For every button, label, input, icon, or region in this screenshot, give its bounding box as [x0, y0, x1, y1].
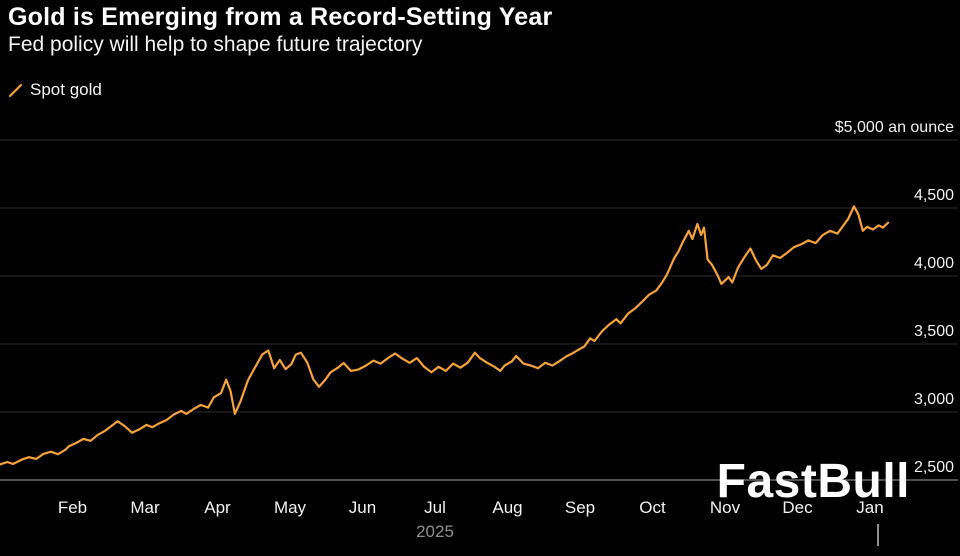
- legend-label: Spot gold: [30, 80, 102, 99]
- x-axis-label-jan: Jan: [856, 498, 883, 517]
- x-axis-label-apr: Apr: [204, 498, 231, 517]
- chart-title: Gold is Emerging from a Record-Setting Y…: [8, 3, 553, 31]
- y-axis-label-3000: 3,000: [914, 391, 954, 408]
- x-axis-label-feb: Feb: [58, 498, 87, 517]
- y-axis-label-5000: $5,000 an ounce: [835, 119, 954, 136]
- x-axis-year-label: 2025: [416, 522, 454, 541]
- x-axis-label-sep: Sep: [565, 498, 595, 517]
- x-axis-label-jun: Jun: [349, 498, 376, 517]
- y-axis-label-3500: 3,500: [914, 323, 954, 340]
- watermark-logo: FastBull: [716, 455, 910, 508]
- x-axis-label-may: May: [274, 498, 307, 517]
- x-axis-label-dec: Dec: [782, 498, 813, 517]
- x-axis-label-mar: Mar: [130, 498, 160, 517]
- x-axis-label-aug: Aug: [492, 498, 522, 517]
- x-axis-label-jul: Jul: [424, 498, 446, 517]
- chart-subtitle: Fed policy will help to shape future tra…: [8, 33, 423, 56]
- y-axis-label-4500: 4,500: [914, 187, 954, 204]
- y-axis-label-2500: 2,500: [914, 459, 954, 476]
- x-axis-label-nov: Nov: [710, 498, 741, 517]
- spot-gold-line: [0, 205, 890, 466]
- y-axis-label-4000: 4,000: [914, 255, 954, 272]
- spot-gold-line-icon: [8, 83, 23, 97]
- legend: Spot gold: [8, 80, 102, 100]
- chart-header: Gold is Emerging from a Record-Setting Y…: [8, 2, 552, 58]
- x-axis-label-oct: Oct: [639, 498, 666, 517]
